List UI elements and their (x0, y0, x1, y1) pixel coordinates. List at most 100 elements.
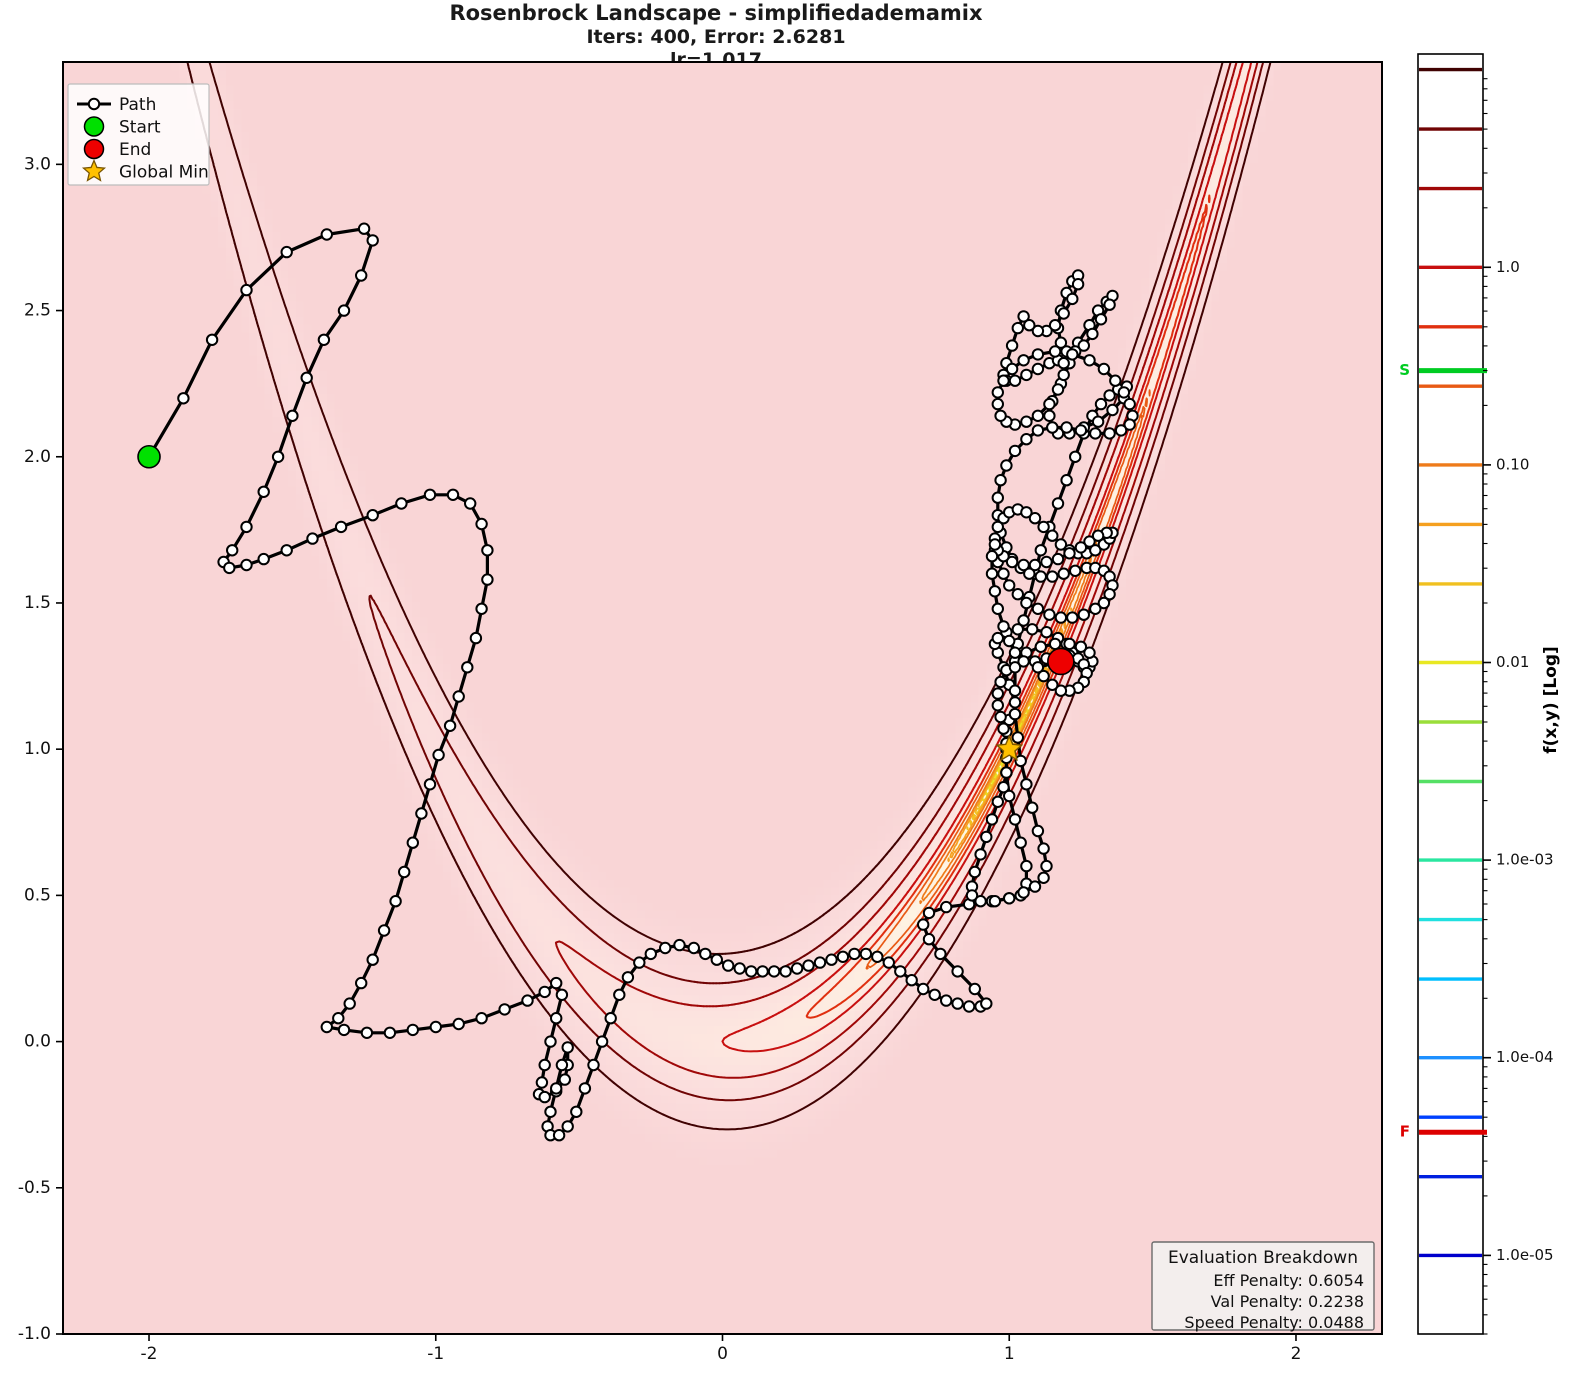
path-marker (476, 519, 486, 529)
path-marker (1079, 610, 1089, 620)
path-marker (540, 987, 550, 997)
rosenbrock-landscape-figure: Rosenbrock Landscape - simplifiedademami… (0, 0, 1582, 1384)
legend-end-dot (85, 140, 104, 159)
path-marker (1041, 557, 1051, 567)
y-tick-label: 3.0 (24, 154, 51, 174)
path-marker (1119, 387, 1129, 397)
path-marker (998, 621, 1008, 631)
path-marker (1021, 598, 1031, 608)
path-marker (1010, 376, 1020, 386)
path-marker (995, 475, 1005, 485)
path-marker (981, 998, 991, 1008)
path-marker (792, 963, 802, 973)
path-marker (1033, 349, 1043, 359)
path-marker (571, 1107, 581, 1117)
path-marker (674, 940, 684, 950)
path-marker (634, 957, 644, 967)
path-marker (993, 604, 1003, 614)
path-marker (454, 691, 464, 701)
path-marker (998, 376, 1008, 386)
path-marker (861, 949, 871, 959)
path-marker (445, 721, 455, 731)
path-marker (884, 957, 894, 967)
path-marker (1099, 364, 1109, 374)
path-marker (1010, 814, 1020, 824)
path-marker (1053, 554, 1063, 564)
path-marker (1070, 452, 1080, 462)
path-marker (259, 487, 269, 497)
path-marker (1041, 627, 1051, 637)
path-marker (1030, 560, 1040, 570)
path-marker (1001, 460, 1011, 470)
path-marker (924, 908, 934, 918)
colorbar: SF1.00.100.011.0e-031.0e-041.0e-05f(x,y)… (1399, 54, 1561, 1334)
legend-path-marker (89, 99, 99, 109)
path-marker (1067, 349, 1077, 359)
path-marker (1021, 779, 1031, 789)
path-marker (941, 995, 951, 1005)
path-marker (746, 966, 756, 976)
figure-canvas: Rosenbrock Landscape - simplifiedademami… (0, 0, 1582, 1384)
path-marker (970, 984, 980, 994)
path-marker (990, 539, 1000, 549)
path-marker (993, 688, 1003, 698)
path-marker (540, 1060, 550, 1070)
eval-box-row: Val Penalty: 0.2238 (1211, 1292, 1364, 1311)
path-marker (1061, 422, 1071, 432)
path-marker (1030, 881, 1040, 891)
path-marker (1010, 648, 1020, 658)
path-marker (623, 972, 633, 982)
path-marker (849, 949, 859, 959)
path-marker (551, 1083, 561, 1093)
path-marker (563, 1121, 573, 1131)
path-marker (1059, 569, 1069, 579)
path-marker (1076, 542, 1086, 552)
path-marker (390, 896, 400, 906)
path-marker (1018, 355, 1028, 365)
path-marker (476, 604, 486, 614)
end-marker (1048, 648, 1074, 674)
path-marker (614, 990, 624, 1000)
path-marker (557, 1060, 567, 1070)
path-marker (1096, 314, 1106, 324)
path-marker (935, 949, 945, 959)
path-marker (1021, 417, 1031, 427)
path-marker (1038, 522, 1048, 532)
path-marker (588, 1060, 598, 1070)
path-marker (1067, 294, 1077, 304)
path-marker (408, 838, 418, 848)
path-marker (224, 563, 234, 573)
x-tick-label: -1 (427, 1344, 444, 1364)
path-marker (1038, 843, 1048, 853)
path-marker (522, 995, 532, 1005)
path-marker (1018, 887, 1028, 897)
path-marker (1125, 399, 1135, 409)
path-marker (545, 1107, 555, 1117)
path-marker (580, 1083, 590, 1093)
path-marker (462, 662, 472, 672)
path-marker (1090, 604, 1100, 614)
figure-title-line1: Rosenbrock Landscape - simplifiedademami… (449, 1, 983, 25)
path-marker (815, 957, 825, 967)
path-marker (551, 1013, 561, 1023)
path-marker (941, 902, 951, 912)
path-marker (339, 305, 349, 315)
path-marker (872, 952, 882, 962)
path-marker (408, 1025, 418, 1035)
path-marker (1036, 571, 1046, 581)
path-marker (287, 411, 297, 421)
path-marker (769, 966, 779, 976)
path-marker (1018, 656, 1028, 666)
path-marker (1007, 340, 1017, 350)
path-marker (207, 335, 217, 345)
path-marker (1059, 370, 1069, 380)
path-marker (1056, 612, 1066, 622)
path-marker (1064, 639, 1074, 649)
path-marker (1104, 428, 1114, 438)
path-marker (465, 498, 475, 508)
path-marker (700, 949, 710, 959)
path-marker (1033, 826, 1043, 836)
path-marker (385, 1028, 395, 1038)
path-marker (1036, 545, 1046, 555)
